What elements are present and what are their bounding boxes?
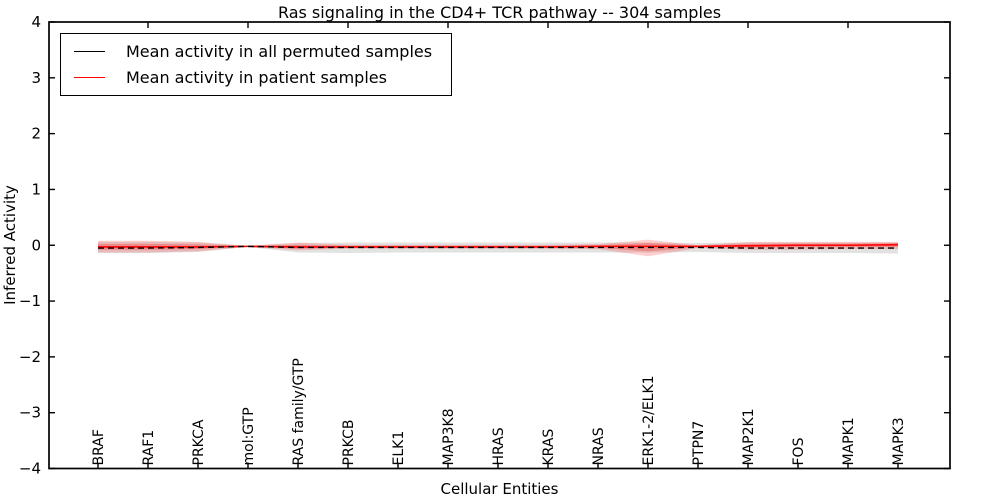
y-tick-label: 4 [31, 13, 41, 31]
legend-label-patient: Mean activity in patient samples [126, 68, 387, 88]
x-tick-label: KRAS [541, 429, 557, 466]
x-tick-label: MAPK3 [891, 417, 907, 465]
x-axis-label: Cellular Entities [440, 480, 559, 498]
x-tick-label: HRAS [491, 427, 507, 465]
legend-label-permuted: Mean activity in all permuted samples [126, 41, 433, 61]
chart-title: Ras signaling in the CD4+ TCR pathway --… [277, 3, 722, 22]
permuted-mean-line [98, 245, 898, 249]
y-tick-label: 0 [31, 236, 41, 254]
x-tick-label: MAP2K1 [741, 408, 757, 465]
x-tick-label: ERK1-2/ELK1 [641, 375, 657, 465]
y-tick-label: −1 [19, 292, 41, 310]
legend-line-sample-permuted [74, 50, 105, 52]
y-tick-label: 3 [31, 69, 41, 87]
x-tick-label: NRAS [591, 427, 607, 465]
y-tick-label: −4 [19, 460, 41, 478]
x-tick-label: PTPN7 [691, 421, 707, 466]
x-tick-label: MAPK1 [841, 417, 857, 465]
x-tick-label: ELK1 [391, 431, 407, 466]
legend-line-sample-patient [74, 77, 105, 79]
x-tick-label: FOS [791, 437, 807, 465]
x-tick-label: RAS family/GTP [291, 358, 307, 465]
x-tick-label: RAF1 [141, 430, 157, 466]
x-tick-label: mol:GTP [241, 407, 257, 465]
y-axis-label: Inferred Activity [1, 185, 19, 305]
x-tick-label: MAP3K8 [441, 408, 457, 465]
y-tick-label: 1 [31, 180, 41, 198]
x-tick-label: PRKCA [191, 419, 207, 465]
y-tick-label: −2 [19, 348, 41, 366]
legend-row-patient: Mean activity in patient samples [61, 68, 451, 87]
y-tick-label: −3 [19, 404, 41, 422]
x-tick-label: BRAF [91, 429, 107, 465]
x-tick-label: PRKCB [341, 420, 357, 466]
y-tick-label: 2 [31, 125, 41, 143]
legend-row-permuted: Mean activity in all permuted samples [61, 42, 451, 61]
legend: Mean activity in all permuted samples Me… [60, 33, 452, 96]
